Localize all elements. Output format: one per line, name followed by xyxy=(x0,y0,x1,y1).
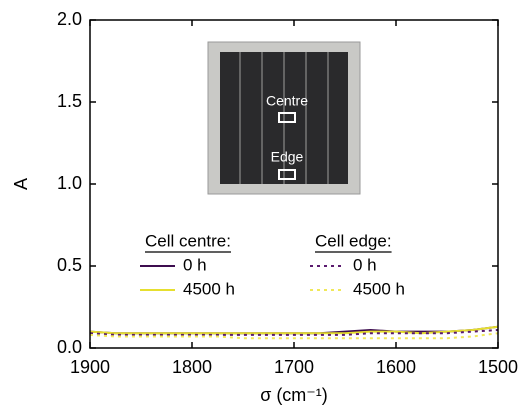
legend: Cell centre: 0 h 4500 h Cell edge: 0 h 4500 h xyxy=(140,231,405,298)
y-tick-label: 0.5 xyxy=(57,255,82,275)
series-line xyxy=(89,329,499,336)
y-tick-label: 1.0 xyxy=(57,173,82,193)
x-tick-label: 1700 xyxy=(274,357,314,377)
centre-box xyxy=(278,112,296,123)
busbars xyxy=(239,52,329,184)
x-tick-label: 1800 xyxy=(172,357,212,377)
series-line xyxy=(89,332,499,340)
series-line xyxy=(89,325,499,335)
legend-title: Cell edge: xyxy=(315,231,392,250)
legend-label: 4500 h xyxy=(183,279,235,298)
inset-label: Edge xyxy=(271,149,304,165)
edge-box xyxy=(278,169,296,180)
inset-photo: Centre Edge xyxy=(207,41,361,195)
y-tick-label: 2.0 xyxy=(57,9,82,29)
x-tick-label: 1600 xyxy=(376,357,416,377)
legend-label: 4500 h xyxy=(353,279,405,298)
inset-label: Centre xyxy=(266,93,308,109)
legend-label: 0 h xyxy=(183,255,207,274)
x-tick-label: 1500 xyxy=(478,357,518,377)
plot-frame xyxy=(89,19,499,349)
y-axis-label: A xyxy=(11,178,31,190)
y-tick-label: 1.5 xyxy=(57,91,82,111)
legend-title: Cell centre: xyxy=(145,231,231,250)
x-tick-label: 1900 xyxy=(70,357,110,377)
x-axis-label: σ (cm⁻¹) xyxy=(260,385,328,405)
legend-label: 0 h xyxy=(353,255,377,274)
y-tick-label: 0.0 xyxy=(57,337,82,357)
